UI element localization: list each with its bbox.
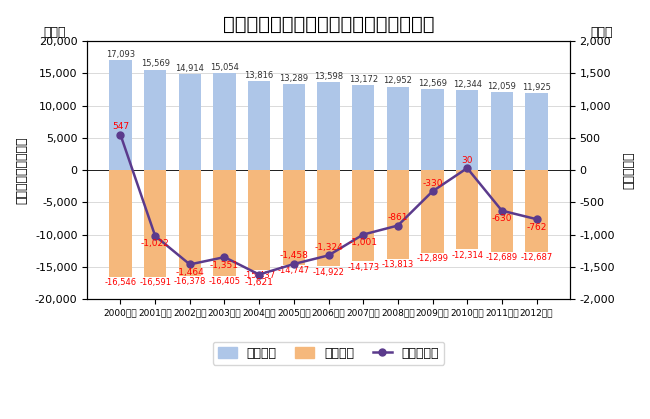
Bar (456, 170, 478, 249)
Text: 547: 547 (112, 122, 129, 131)
Text: 12,344: 12,344 (452, 80, 482, 89)
Text: 13,598: 13,598 (314, 72, 343, 81)
社会増減数 (394, 223, 402, 228)
Text: 13,289: 13,289 (280, 74, 308, 83)
Bar (525, 93, 548, 170)
Text: -861: -861 (387, 213, 408, 222)
Bar (491, 170, 513, 252)
Y-axis label: 社会増減数: 社会増減数 (622, 151, 635, 189)
Text: 30: 30 (462, 155, 473, 165)
Text: 15,569: 15,569 (140, 59, 170, 68)
社会増減数 (498, 208, 506, 213)
Bar (283, 84, 305, 170)
社会増減数 (151, 233, 159, 238)
Text: 12,059: 12,059 (488, 82, 516, 91)
Text: -16,591: -16,591 (139, 278, 171, 287)
Title: 奈良市の社会増減の推移（日本人のみ）: 奈良市の社会増減の推移（日本人のみ） (223, 15, 434, 34)
Legend: 転入者数, 転出者数, 社会増減数: 転入者数, 転出者数, 社会増減数 (213, 342, 444, 365)
Text: -1,001: -1,001 (348, 238, 378, 247)
社会増減数 (290, 261, 298, 266)
社会増減数 (463, 166, 471, 171)
Text: （人）: （人） (591, 26, 613, 39)
Text: -15,437: -15,437 (243, 271, 275, 280)
Bar (109, 60, 132, 170)
Text: 11,925: 11,925 (522, 83, 551, 92)
Bar (352, 170, 374, 261)
Bar (491, 92, 513, 170)
Text: -330: -330 (422, 179, 443, 188)
Bar (387, 87, 409, 170)
Bar (283, 170, 305, 265)
Text: -16,378: -16,378 (174, 277, 206, 286)
Bar (421, 170, 444, 253)
Text: -762: -762 (526, 223, 547, 232)
社会増減数 (186, 262, 194, 267)
Bar (179, 74, 201, 170)
Text: 14,914: 14,914 (176, 64, 204, 72)
Text: -12,687: -12,687 (521, 253, 552, 262)
Text: -16,546: -16,546 (105, 278, 136, 287)
Text: -1,458: -1,458 (280, 251, 308, 261)
Text: （人）: （人） (44, 26, 66, 39)
Bar (525, 170, 548, 252)
Text: 17,093: 17,093 (106, 49, 135, 59)
社会増減数 (116, 132, 124, 137)
Text: -1,022: -1,022 (141, 240, 170, 248)
Text: -16,405: -16,405 (209, 277, 240, 286)
社会増減数 (324, 253, 332, 258)
Text: 13,816: 13,816 (244, 71, 274, 80)
社会増減数 (428, 189, 436, 194)
Text: -1,324: -1,324 (314, 243, 343, 252)
Bar (248, 170, 270, 269)
Text: -14,747: -14,747 (278, 266, 310, 275)
Text: -1,464: -1,464 (176, 268, 204, 277)
Text: 12,569: 12,569 (418, 79, 447, 88)
Bar (213, 170, 236, 276)
Bar (179, 170, 201, 276)
Text: 15,054: 15,054 (210, 63, 239, 72)
社会増減数 (359, 232, 367, 237)
Y-axis label: 転入者数・転出者数: 転入者数・転出者数 (15, 136, 28, 204)
Bar (213, 73, 236, 170)
社会増減数 (220, 255, 228, 260)
Line: 社会増減数: 社会増減数 (117, 131, 540, 278)
Bar (144, 170, 166, 277)
社会増減数 (255, 272, 263, 277)
Bar (352, 85, 374, 170)
Text: -1,351: -1,351 (210, 261, 239, 270)
Text: -12,689: -12,689 (486, 253, 518, 262)
Text: -13,813: -13,813 (382, 260, 414, 269)
社会増減数 (532, 217, 540, 222)
Bar (317, 83, 340, 170)
Text: -14,173: -14,173 (347, 263, 379, 272)
Bar (109, 170, 132, 277)
Bar (144, 70, 166, 170)
Text: 12,952: 12,952 (384, 76, 412, 85)
Bar (248, 81, 270, 170)
Text: -1,621: -1,621 (244, 278, 274, 287)
Text: -14,922: -14,922 (313, 267, 344, 277)
Text: 13,172: 13,172 (348, 75, 378, 84)
Text: -12,899: -12,899 (417, 254, 448, 264)
Bar (317, 170, 340, 266)
Bar (421, 89, 444, 170)
Text: -630: -630 (491, 214, 512, 223)
Bar (387, 170, 409, 259)
Bar (456, 91, 478, 170)
Text: -12,314: -12,314 (451, 251, 483, 260)
